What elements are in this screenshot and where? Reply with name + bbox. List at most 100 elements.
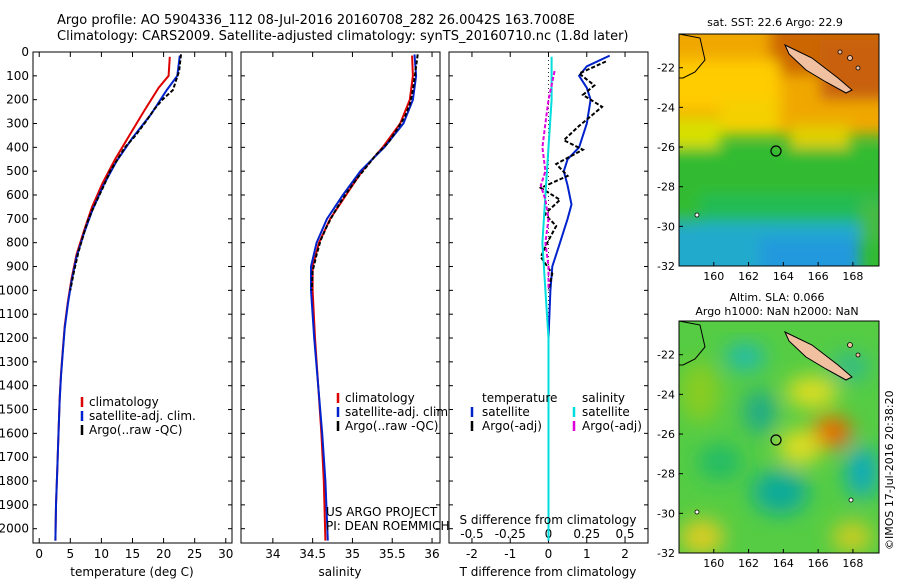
legend-temperature-satellite: satellite (482, 405, 530, 419)
map-y-tick-label: -32 (657, 260, 675, 273)
x-tick-label: 5 (66, 547, 74, 561)
legend-temperature-title: temperature (482, 391, 557, 405)
difference-panel: -2 -1 0 1 2-0.5 -0.25 0 0.25 0.5 T difference fr… (448, 51, 649, 579)
temperature-legend-climatology: climatology (89, 395, 159, 409)
y-tick-label: 1600 (0, 426, 29, 440)
temperature-legend-satellite: satellite-adj. clim. (89, 409, 196, 423)
legend-temperature-argo: Argo(-adj) (482, 419, 542, 433)
difference-legend-temperature: temperature satellite Argo(-adj) (470, 391, 557, 433)
map-x-tick-label: 162 (738, 270, 759, 283)
y-tick-label: 1500 (0, 403, 29, 417)
sst-map-title: sat. SST: 22.6 Argo: 22.9 (707, 16, 843, 29)
difference-top-axis-label: S difference from climatology (460, 513, 637, 527)
x-tick-label: 36 (424, 547, 439, 561)
sla-island (855, 352, 861, 358)
x-tick-label: 25 (187, 547, 202, 561)
x-tick-label: 34 (265, 547, 280, 561)
salinity-ticks: 34 34.5 35 35.5 36 (241, 51, 440, 561)
map-y-tick-label: -28 (657, 468, 675, 481)
sst-island (694, 212, 700, 218)
x-tick-label: 0 (35, 547, 43, 561)
map-x-tick-label: 166 (808, 557, 829, 570)
sla-map-field (679, 321, 879, 553)
temperature-xlabel: temperature (deg C) (70, 565, 193, 579)
map-x-tick-label: 166 (808, 270, 829, 283)
map-y-tick-label: -28 (657, 181, 675, 194)
sst-map-frame (678, 33, 880, 267)
map-x-tick-label: 162 (738, 557, 759, 570)
sst-landmass (783, 43, 853, 94)
y-tick-label: 2000 (0, 522, 29, 536)
map-y-tick-label: -22 (657, 62, 675, 75)
series-line-1 (310, 54, 418, 541)
y-tick-label: 1900 (0, 498, 29, 512)
salinity-panel: 34 34.5 35 35.5 36 salinity climatology sate… (240, 51, 452, 579)
top-tick-label: 0.25 (573, 527, 600, 541)
sst-island (855, 65, 861, 71)
x-tick-label: 20 (156, 547, 171, 561)
temperature-legend-argo: Argo(..raw -QC) (89, 423, 182, 437)
difference-legend-salinity: salinity satellite Argo(-adj) (572, 391, 642, 433)
legend-salinity-argo: Argo(-adj) (582, 419, 642, 433)
difference-lines (538, 52, 611, 543)
map-x-tick-label: 160 (703, 270, 724, 283)
salinity-xlabel: salinity (318, 565, 361, 579)
sst-map: 160 162 164 166 168 -22 -24 -26 -28 -30 -32 (657, 33, 880, 283)
imos-timestamp: ©IMOS 17-Jul-2016 20:38:20 (883, 390, 896, 550)
difference-xlabel: T difference from climatology (459, 565, 637, 579)
temperature-axes-frame (32, 51, 233, 544)
series-line-2 (310, 54, 419, 291)
legend-salinity-title: salinity (582, 391, 625, 405)
salinity-legend-climatology: climatology (345, 391, 415, 405)
x-tick-label: 34.5 (299, 547, 326, 561)
y-tick-label: 1700 (0, 450, 29, 464)
sla-island (694, 509, 700, 515)
sla-map-title-2: Argo h1000: NaN h2000: NaN (695, 305, 858, 318)
y-tick-label: 300 (6, 117, 29, 131)
y-tick-label: 0 (21, 45, 29, 59)
y-tick-label: 1000 (0, 283, 29, 297)
sla-coastline (679, 321, 706, 366)
project-annotation: US ARGO PROJECT (326, 505, 438, 519)
sla-argo-marker (770, 434, 782, 446)
map-y-tick-label: -22 (657, 349, 675, 362)
y-tick-label: 1400 (0, 379, 29, 393)
pi-annotation: PI: DEAN ROEMMICH (326, 519, 449, 533)
x-tick-label: 10 (94, 547, 109, 561)
y-tick-label: 900 (6, 260, 29, 274)
map-y-tick-label: -24 (657, 388, 675, 401)
map-y-tick-label: -32 (657, 547, 675, 560)
map-x-tick-label: 160 (703, 557, 724, 570)
top-tick-label: -0.5 (460, 527, 483, 541)
header-line-1: Argo profile: AO 5904336_112 08-Jul-2016… (57, 13, 575, 28)
y-tick-label: 400 (6, 140, 29, 154)
sla-island (847, 342, 853, 348)
sst-island (837, 49, 843, 55)
header-line-2: Climatology: CARS2009. Satellite-adjuste… (57, 29, 629, 44)
sst-argo-marker (770, 145, 782, 157)
temperature-lines (54, 54, 182, 541)
top-tick-label: -0.25 (495, 527, 526, 541)
sst-color-blobs (679, 34, 879, 266)
sla-landmass (783, 330, 853, 381)
y-tick-label: 200 (6, 93, 29, 107)
x-tick-label: 1 (583, 547, 591, 561)
salinity-lines (310, 54, 419, 541)
salinity-legend-satellite: satellite-adj. clim. (345, 405, 452, 419)
y-tick-label: 100 (6, 69, 29, 83)
x-tick-label: 0 (545, 547, 553, 561)
y-tick-label: 700 (6, 212, 29, 226)
x-tick-label: 35 (345, 547, 360, 561)
map-y-tick-label: -24 (657, 101, 675, 114)
temperature-ticks: 0 5 10 15 20 25 300100200300400500600700800900… (0, 45, 233, 561)
salinity-legend: climatology satellite-adj. clim. Argo(..… (336, 391, 452, 433)
series-line-2 (541, 56, 553, 541)
map-x-tick-label: 168 (842, 270, 863, 283)
sst-coastline (679, 34, 706, 79)
series-line-3 (539, 70, 556, 291)
series-line-1 (538, 60, 607, 291)
y-tick-label: 600 (6, 188, 29, 202)
salinity-axes-frame (240, 51, 441, 544)
sla-island (848, 497, 854, 503)
x-tick-label: 35.5 (379, 547, 406, 561)
